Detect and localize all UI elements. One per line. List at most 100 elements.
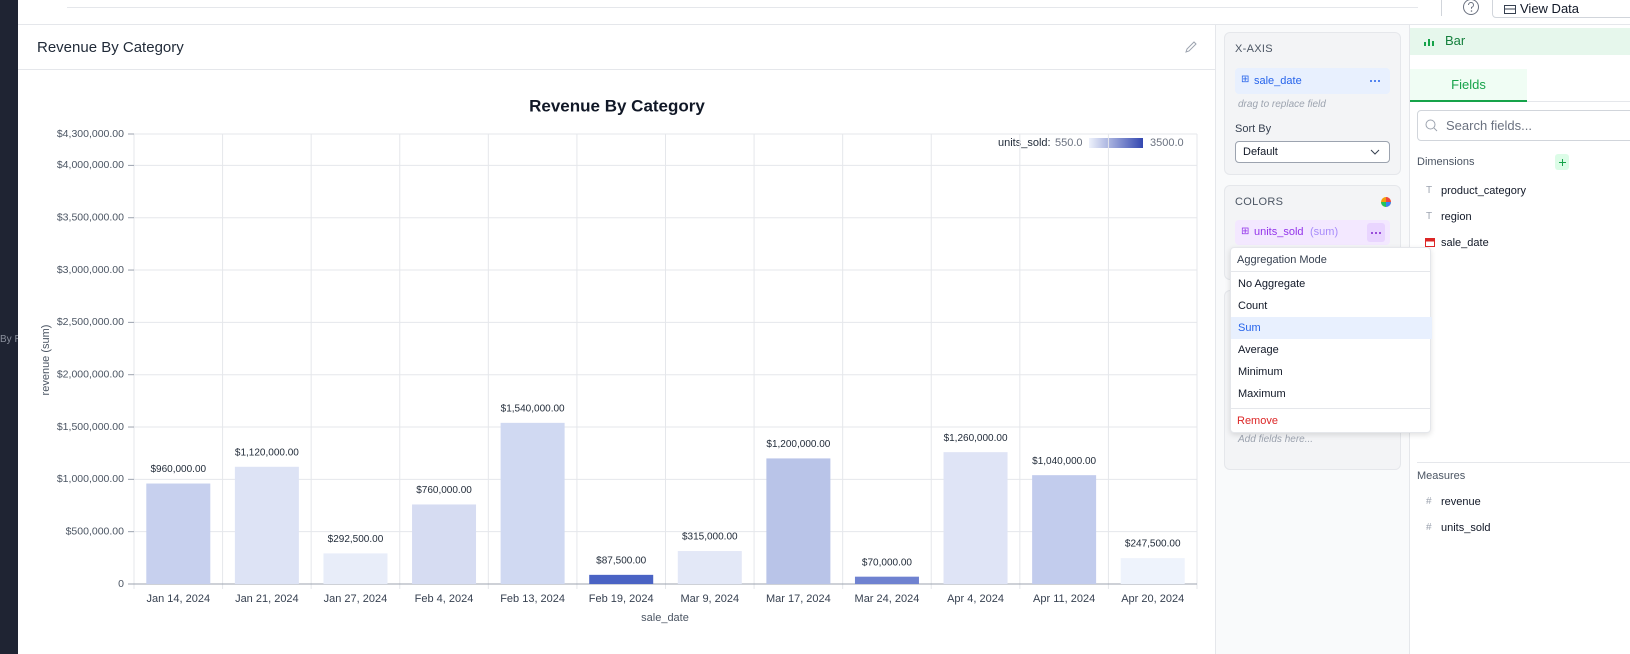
card-title: COLORS (1235, 196, 1284, 208)
bar (854, 576, 919, 584)
field-item[interactable]: sale_date (1441, 237, 1489, 249)
divider (1441, 0, 1442, 16)
menu-item[interactable]: No Aggregate (1238, 278, 1306, 290)
bar (323, 553, 388, 584)
x-axis-label: sale_date (641, 612, 689, 624)
chart-type-label: Bar (1445, 33, 1466, 48)
chip-label: sale_date (1254, 75, 1302, 87)
type-icon: T (1426, 211, 1433, 222)
data-label: $1,540,000.00 (501, 403, 565, 414)
fields-tab[interactable]: Fields (1410, 69, 1527, 102)
type-icon: T (1426, 185, 1433, 196)
field-item[interactable]: units_sold (1441, 522, 1491, 534)
add-button[interactable] (1555, 154, 1569, 170)
divider (1231, 271, 1430, 272)
bar (1032, 475, 1097, 584)
bar (1120, 558, 1185, 584)
field-chip[interactable]: ⊞ units_sold (sum) (1235, 220, 1390, 245)
more-icon[interactable] (1369, 79, 1381, 83)
rail-text: By R (0, 334, 18, 345)
y-tick-label: $1,000,000.00 (57, 473, 124, 485)
y-tick-label: $3,000,000.00 (57, 264, 124, 276)
chevron (1370, 149, 1380, 155)
legend-gradient (1089, 138, 1143, 148)
menu-item[interactable]: Minimum (1238, 366, 1283, 378)
bar (146, 483, 211, 584)
y-axis-label: revenue (sum) (40, 325, 52, 396)
y-tick-label: $4,300,000.00 (57, 128, 124, 140)
divider (1417, 462, 1630, 463)
x-tick-label: Apr 4, 2024 (947, 593, 1004, 605)
left-rail (0, 0, 18, 654)
data-label: $70,000.00 (862, 557, 912, 568)
bar (234, 466, 299, 584)
y-tick-label: $2,000,000.00 (57, 368, 124, 380)
data-label: $960,000.00 (150, 464, 206, 475)
menu-item[interactable]: Count (1238, 300, 1268, 312)
legend-max: 3500.0 (1150, 137, 1184, 149)
menu-item[interactable]: Sum (1231, 317, 1432, 339)
bar (500, 422, 565, 584)
x-tick-label: Jan 14, 2024 (146, 593, 210, 605)
more-button[interactable] (1367, 223, 1385, 242)
menu-item[interactable]: Maximum (1238, 388, 1286, 400)
bar (589, 574, 654, 584)
x-tick-label: Feb 19, 2024 (589, 593, 654, 605)
search-icon (1425, 119, 1438, 132)
menu-title: Aggregation Mode (1237, 254, 1327, 266)
chart-type-header[interactable]: Bar (1410, 28, 1630, 55)
sort-select[interactable]: Default (1235, 141, 1390, 163)
x-tick-label: Mar 9, 2024 (680, 593, 739, 605)
more-icon (1371, 232, 1381, 234)
card-title: X-AXIS (1235, 43, 1273, 55)
y-tick-label: $3,500,000.00 (57, 212, 124, 224)
legend-title: units_sold: (998, 137, 1051, 149)
chart-panel (18, 25, 1216, 654)
data-label: $87,500.00 (596, 555, 646, 566)
field-item[interactable]: revenue (1441, 496, 1481, 508)
field-item[interactable]: product_category (1441, 185, 1526, 197)
bar-icon (1424, 39, 1434, 46)
sort-label: Sort By (1235, 123, 1272, 135)
data-label: $1,260,000.00 (944, 433, 1008, 444)
y-tick-label: $4,000,000.00 (57, 159, 124, 171)
data-label: $760,000.00 (416, 485, 472, 496)
data-label: $1,120,000.00 (235, 447, 299, 458)
x-tick-label: Mar 24, 2024 (855, 593, 920, 605)
plus-icon (1559, 159, 1566, 166)
field-item[interactable]: region (1441, 211, 1472, 223)
panel-title: Revenue By Category (37, 39, 184, 56)
type-icon: # (1426, 496, 1432, 507)
drop-hint: drag to replace field (1238, 99, 1326, 110)
data-label: $247,500.00 (1125, 539, 1181, 550)
divider (67, 7, 1418, 8)
y-tick-label: $500,000.00 (66, 525, 125, 537)
menu-remove[interactable]: Remove (1237, 415, 1278, 427)
chart: Revenue By Category revenue (sum) sale_d… (40, 96, 1198, 624)
search-box[interactable]: Search fields... (1417, 110, 1630, 141)
y-tick-label: $1,500,000.00 (57, 421, 124, 433)
x-tick-label: Apr 20, 2024 (1121, 593, 1184, 605)
aggregation-menu: Aggregation Mode No Aggregate Count Sum Ave… (1230, 247, 1432, 433)
data-label: $315,000.00 (682, 532, 738, 543)
chip-aggregation: (sum) (1310, 226, 1339, 238)
palette-icon[interactable] (1380, 196, 1392, 208)
search-placeholder: Search fields... (1446, 118, 1532, 133)
view-data-button[interactable]: View Data (1492, 0, 1630, 18)
x-tick-label: Feb 13, 2024 (500, 593, 565, 605)
top-bar (18, 0, 1630, 25)
divider (1231, 408, 1430, 409)
select-value: Default (1243, 146, 1278, 158)
menu-item[interactable]: Average (1238, 344, 1279, 356)
section-title: Dimensions (1417, 156, 1475, 168)
data-label: $292,500.00 (328, 534, 384, 545)
edit-icon[interactable] (1184, 40, 1198, 54)
bar (943, 452, 1008, 584)
chip-icon: ⊞ (1241, 74, 1250, 85)
data-label: $1,040,000.00 (1032, 456, 1096, 467)
x-tick-label: Mar 17, 2024 (766, 593, 831, 605)
field-chip[interactable]: ⊞ sale_date (1235, 68, 1390, 94)
help-icon[interactable] (1462, 0, 1480, 16)
y-tick-label: 0 (118, 578, 124, 590)
chip-icon: ⊞ (1241, 226, 1250, 237)
